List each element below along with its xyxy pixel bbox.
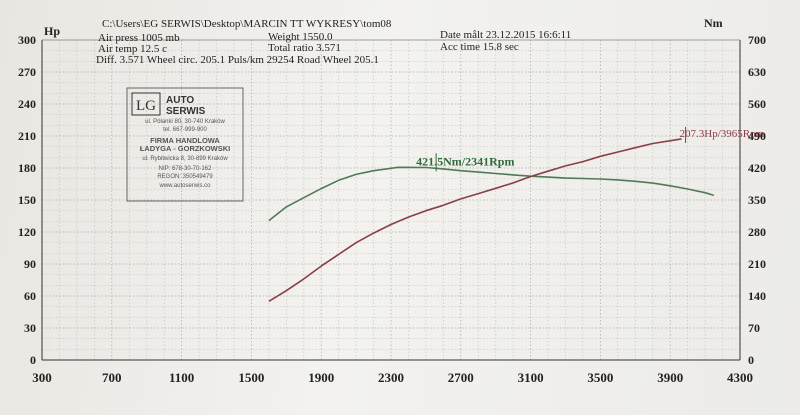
chart-grid [41,39,741,361]
stamp-logo: LG [136,98,156,114]
header-weight: Weight 1550.0 [268,31,333,43]
left-axis-tick-label: 60 [24,289,36,303]
company-stamp: LG AUTO SERWIS ul. Półanki 80, 30-740 Kr… [126,87,244,202]
right-axis-tick-label: 280 [748,225,766,239]
right-axis-tick-label: 630 [748,65,766,79]
x-axis-tick-label: 4300 [727,370,753,385]
torque-peak-label: 421.5Nm/2341Rpm [416,154,514,168]
left-axis-tick-label: 90 [24,257,36,271]
x-axis-tick-label: 3100 [518,370,544,385]
stamp-line: NIP: 678-30-70-162 [159,166,212,172]
x-axis-tick-label: 3900 [657,370,683,385]
header-file-path: C:\Users\EG SERWIS\Desktop\MARCIN TT WYK… [102,18,392,30]
power-peak-label: 207.3Hp/3965Rpm [680,128,765,140]
stamp-line: ul. Rybitwicka 8, 30-899 Kraków [142,156,228,162]
header-date: Date målt 23.12.2015 16:6:11 [440,29,571,41]
header-air-temp: Air temp 12.5 c [98,43,167,55]
right-axis-tick-label: 70 [748,321,760,335]
x-axis-tick-label: 1500 [238,370,264,385]
left-axis-tick-label: 270 [18,65,36,79]
right-axis-tick-label: 350 [748,193,766,207]
stamp-line: FIRMA HANDLOWA [150,136,220,145]
left-axis-tick-label: 210 [18,129,36,143]
right-axis-tick-label: 0 [748,353,754,367]
left-axis-tick-label: 120 [18,225,36,239]
x-axis-tick-label: 3500 [587,370,613,385]
right-axis-tick-label: 210 [748,257,766,271]
x-axis-tick-label: 1900 [308,370,334,385]
stamp-line: tel. 667-999-900 [163,127,207,133]
left-axis-tick-label: 180 [18,161,36,175]
left-axis-tick-label: 30 [24,321,36,335]
left-axis-unit: Hp [44,24,60,38]
right-axis-tick-label: 490 [748,129,766,143]
series-layer [268,138,715,302]
left-axis-tick-label: 300 [18,33,36,47]
right-axis-tick-label: 420 [748,161,766,175]
power-curve [268,138,682,302]
stamp-line: www.autoserwis.co [158,183,211,189]
x-axis-tick-label: 2700 [448,370,474,385]
stamp-lines: ul. Półanki 80, 30-740 Kraków tel. 667-99… [140,119,231,189]
annotation-layer: 421.5Nm/2341Rpm 207.3Hp/3965Rpm [416,126,765,172]
left-axis-ticks: 0 30 60 90 120 150 180 210 240 270 300 [18,33,36,367]
stamp-line: REGON: 350549479 [157,174,213,180]
x-axis-tick-label: 1100 [169,370,194,385]
plot-frame [41,39,741,361]
torque-curve [268,166,715,222]
header-diff: Diff. 3.571 Wheel circ. 205.1 Puls/km 29… [96,54,379,66]
left-axis-tick-label: 240 [18,97,36,111]
left-axis-tick-label: 0 [30,353,36,367]
right-axis-ticks: 0 70 140 210 280 350 420 490 560 630 700 [748,33,766,367]
header-air-press: Air press 1005 mb [98,32,180,44]
right-axis-unit: Nm [704,16,723,30]
right-axis-tick-label: 700 [748,33,766,47]
stamp-line: ul. Półanki 80, 30-740 Kraków [145,119,225,125]
stamp-logo-box [131,92,161,116]
stamp-brand-line1: AUTO [166,95,194,106]
x-axis-tick-label: 700 [102,370,122,385]
right-axis-tick-label: 560 [748,97,766,111]
stamp-border [126,87,244,202]
stamp-line: ŁADYGA - GORZKOWSKI [140,144,231,153]
header-acc-time: Acc time 15.8 sec [440,41,519,53]
right-axis-tick-label: 140 [748,289,766,303]
stamp-brand-line2: SERWIS [166,106,206,117]
left-axis-tick-label: 150 [18,193,36,207]
x-axis-tick-label: 2300 [378,370,404,385]
x-axis-ticks: 300 700 1100 1500 1900 2300 2700 3100 3500 3900 43… [32,370,753,385]
x-axis-tick-label: 300 [32,370,52,385]
header-total-ratio: Total ratio 3.571 [268,42,341,54]
